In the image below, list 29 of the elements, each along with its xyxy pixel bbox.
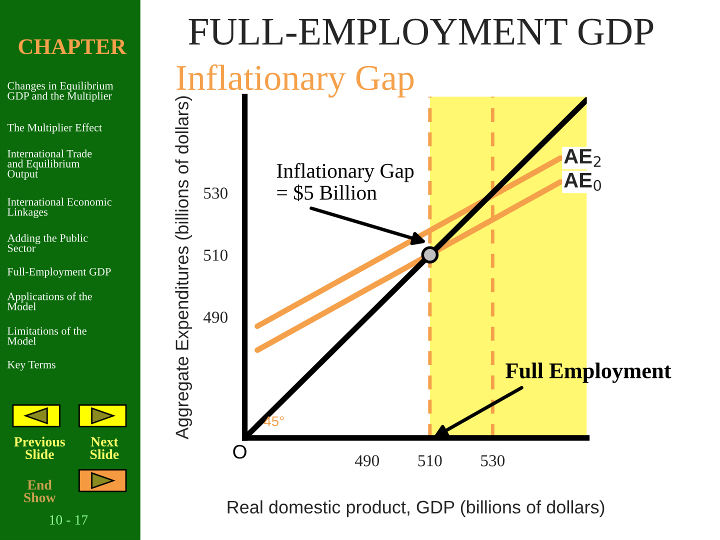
text: End Show <box>24 480 56 502</box>
text: CHAPTER <box>18 39 127 54</box>
series-label: AE$_{0}$ <box>564 172 602 191</box>
x-tick-label: 490 <box>354 455 380 466</box>
y-tick-label: 510 <box>204 250 228 261</box>
text: 10 - 17 <box>50 515 88 525</box>
y-axis-title: Aggregate Expenditures (billions of dollars) <box>175 96 192 440</box>
text: Next Slide <box>90 437 119 460</box>
text: The Multiplier Effect <box>7 123 102 134</box>
text: Limitations of the Model <box>8 326 86 345</box>
x-tick-label: 530 <box>481 455 505 466</box>
chart-subtitle: Inflationary Gap <box>176 64 414 98</box>
y-tick-label: 530 <box>204 188 228 199</box>
series-label: AE$_{2}$ <box>564 149 601 167</box>
x-axis-title: Real domestic product, GDP (billions of dollars) <box>228 500 604 518</box>
text: Changes in Equilibrium GDP and the Multiplier <box>8 82 114 102</box>
text: Applications of the Model <box>7 292 92 310</box>
y-tick-label: 490 <box>203 312 228 323</box>
text: Key Terms <box>8 360 56 371</box>
text: Adding the Public Sector <box>7 234 88 252</box>
text: International Economic Linkages <box>8 198 112 218</box>
x-tick-label: 510 <box>418 455 442 466</box>
text: International Trade and Equilibrium Output <box>8 150 92 180</box>
annotation: O <box>233 444 246 459</box>
text: Full-Employment GDP <box>8 268 111 278</box>
annotation: Inflationary Gap = $5 Billion <box>276 163 414 202</box>
annotation: 45° <box>264 416 284 426</box>
text: Previous Slide <box>14 436 65 460</box>
chart-title: FULL-EMPLOYMENT GDP <box>188 18 654 45</box>
